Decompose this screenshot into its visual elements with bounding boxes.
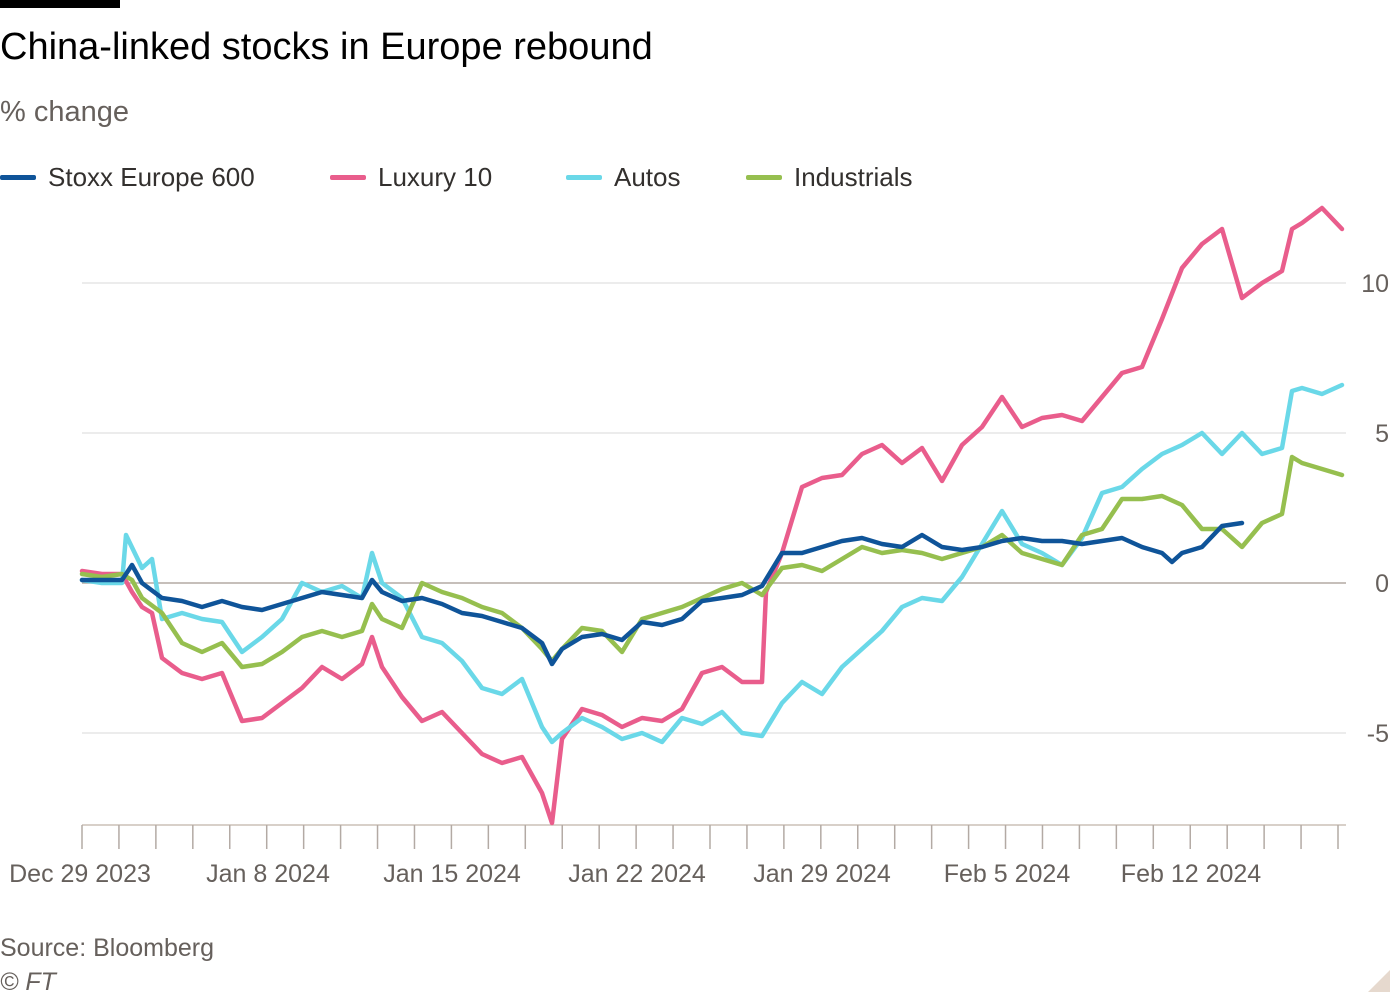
x-tick-label-1: Jan 8 2024 [206, 860, 330, 888]
legend-label-stoxx: Stoxx Europe 600 [48, 161, 255, 192]
legend-swatch-stoxx [0, 174, 36, 180]
legend-swatch-luxury [330, 174, 366, 180]
legend-label-industrials: Industrials [794, 161, 913, 192]
source-note: Source: Bloomberg [0, 934, 215, 962]
legend-swatch-industrials [746, 174, 782, 180]
y-tick-label--5: -5 [1367, 720, 1389, 748]
legend-item-industrials: Industrials [746, 160, 913, 194]
corner-mark [1368, 970, 1390, 992]
chart-title: China-linked stocks in Europe rebound [0, 26, 653, 68]
top-accent-bar [0, 0, 120, 8]
legend-label-luxury: Luxury 10 [378, 161, 493, 192]
x-tick-label-0: Dec 29 2023 [9, 860, 151, 888]
chart-subtitle: % change [0, 96, 129, 128]
legend: Stoxx Europe 600 Luxury 10 Autos Industr… [0, 160, 1000, 194]
series-line-stoxx [79, 520, 1245, 667]
legend-item-autos: Autos [566, 160, 681, 194]
legend-item-stoxx: Stoxx Europe 600 [0, 160, 255, 194]
x-tick-label-5: Feb 5 2024 [944, 860, 1071, 888]
series-line-luxury [79, 205, 1345, 826]
legend-label-autos: Autos [614, 161, 681, 192]
series-line-industrials [79, 454, 1345, 670]
x-tick-label-2: Jan 15 2024 [383, 860, 521, 888]
legend-swatch-autos [566, 174, 602, 180]
y-tick-label-0: 0 [1375, 570, 1389, 598]
legend-item-luxury: Luxury 10 [330, 160, 492, 194]
series-line-autos [79, 382, 1345, 745]
copyright-note: © FT [0, 968, 56, 996]
y-tick-label-5: 5 [1375, 420, 1389, 448]
y-tick-label-10: 10 [1361, 270, 1389, 298]
x-tick-label-3: Jan 22 2024 [568, 860, 706, 888]
x-tick-label-6: Feb 12 2024 [1121, 860, 1261, 888]
x-tick-label-4: Jan 29 2024 [753, 860, 891, 888]
